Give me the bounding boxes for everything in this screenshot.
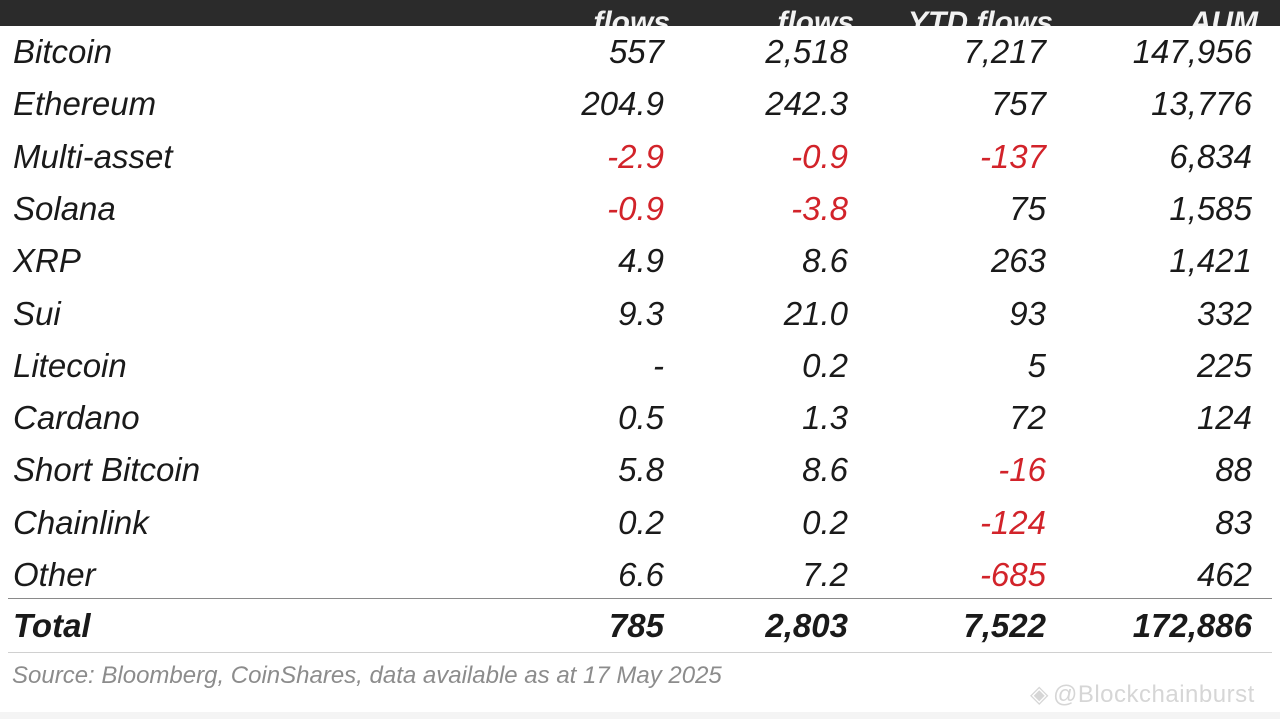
mtd-flows-cell: 0.2 — [802, 346, 848, 384]
ytd-flows-cell: 75 — [1009, 189, 1046, 227]
mtd-flows-cell: -0.9 — [791, 137, 848, 175]
asset-name: Cardano — [13, 399, 140, 437]
asset-name: Chainlink — [13, 503, 149, 541]
header-ytd-flows: YTD flows — [907, 6, 1053, 26]
weekly-flows-cell: 0.2 — [618, 503, 664, 541]
aum-cell: 332 — [1196, 294, 1252, 332]
mtd-flows-cell: 8.6 — [802, 242, 848, 280]
weekly-flows-cell: 557 — [608, 33, 664, 70]
weekly-flows-cell: 4.9 — [618, 242, 664, 280]
bottom-strip — [0, 712, 1280, 719]
ytd-flows-cell: -16 — [998, 451, 1046, 489]
table-header: flows flows YTD flows AUM — [0, 0, 1280, 26]
mtd-flows-cell: 2,518 — [765, 33, 848, 70]
mtd-flows-cell: -3.8 — [791, 189, 848, 227]
weekly-flows-cell: 0.5 — [618, 399, 664, 437]
aum-cell: 83 — [1215, 503, 1252, 541]
weekly-flows-cell: 5.8 — [618, 451, 664, 489]
table-row: Litecoin - 0.2 5 225 — [0, 340, 1280, 392]
table-row: Short Bitcoin 5.8 8.6 -16 88 — [0, 444, 1280, 496]
table-row-total: Total 785 2,803 7,522 172,886 — [0, 600, 1280, 652]
footer-divider — [8, 652, 1272, 653]
total-mtd-flows: 2,803 — [765, 607, 848, 644]
mtd-flows-cell: 1.3 — [802, 399, 848, 437]
ytd-flows-cell: 93 — [1009, 294, 1046, 332]
ytd-flows-cell: -685 — [979, 556, 1046, 593]
aum-cell: 88 — [1215, 451, 1252, 489]
total-aum: 172,886 — [1132, 607, 1252, 644]
asset-name: Litecoin — [13, 346, 127, 384]
weekly-flows-cell: -0.9 — [607, 189, 664, 227]
aum-cell: 1,421 — [1169, 242, 1252, 280]
header-mtd-flows: flows — [777, 6, 854, 26]
table-row: XRP 4.9 8.6 263 1,421 — [0, 235, 1280, 287]
asset-name: XRP — [13, 242, 81, 280]
ytd-flows-cell: -124 — [979, 503, 1046, 541]
ytd-flows-cell: 5 — [1027, 346, 1046, 384]
asset-name: Other — [13, 556, 96, 593]
weekly-flows-cell: 9.3 — [618, 294, 664, 332]
aum-cell: 225 — [1196, 346, 1252, 384]
mtd-flows-cell: 21.0 — [783, 294, 848, 332]
aum-cell: 13,776 — [1151, 85, 1252, 123]
table-row: Solana -0.9 -3.8 75 1,585 — [0, 183, 1280, 235]
weekly-flows-cell: 6.6 — [618, 556, 664, 593]
table-row: Multi-asset -2.9 -0.9 -137 6,834 — [0, 131, 1280, 183]
watermark-text: @Blockchainburst — [1052, 681, 1255, 708]
table-row: Cardano 0.5 1.3 72 124 — [0, 392, 1280, 444]
ytd-flows-cell: -137 — [979, 137, 1046, 175]
ytd-flows-cell: 7,217 — [963, 33, 1046, 70]
table-row: Ethereum 204.9 242.3 757 13,776 — [0, 78, 1280, 130]
asset-name: Multi-asset — [13, 137, 173, 175]
header-aum: AUM — [1189, 6, 1258, 26]
asset-name: Ethereum — [13, 85, 157, 123]
weekly-flows-cell: -2.9 — [607, 137, 664, 175]
table-row: Other 6.6 7.2 -685 462 — [0, 549, 1280, 601]
asset-name: Short Bitcoin — [13, 451, 201, 489]
aum-cell: 124 — [1196, 399, 1252, 437]
weekly-flows-cell: - — [653, 346, 664, 384]
mtd-flows-cell: 242.3 — [765, 85, 848, 123]
table-row: Sui 9.3 21.0 93 332 — [0, 288, 1280, 340]
total-ytd-flows: 7,522 — [963, 607, 1046, 644]
table-row: Bitcoin 557 2,518 7,217 147,956 — [0, 26, 1280, 78]
total-label: Total — [13, 607, 91, 644]
aum-cell: 6,834 — [1169, 137, 1252, 175]
aum-cell: 147,956 — [1132, 33, 1252, 70]
watermark: ◈ @Blockchainburst — [1030, 680, 1255, 709]
source-note: Source: Bloomberg, CoinShares, data avai… — [12, 662, 722, 689]
mtd-flows-cell: 7.2 — [802, 556, 848, 593]
watermark-icon: ◈ — [1030, 681, 1049, 708]
total-weekly-flows: 785 — [608, 607, 664, 644]
ytd-flows-cell: 72 — [1009, 399, 1046, 437]
asset-name: Sui — [13, 294, 61, 332]
table-row: Chainlink 0.2 0.2 -124 83 — [0, 497, 1280, 549]
asset-name: Bitcoin — [13, 33, 113, 70]
weekly-flows-cell: 204.9 — [581, 85, 664, 123]
asset-name: Solana — [13, 189, 116, 227]
ytd-flows-cell: 757 — [990, 85, 1046, 123]
ytd-flows-cell: 263 — [990, 242, 1046, 280]
mtd-flows-cell: 0.2 — [802, 503, 848, 541]
aum-cell: 1,585 — [1169, 189, 1252, 227]
header-weekly-flows: flows — [593, 6, 670, 26]
total-divider — [8, 598, 1272, 599]
mtd-flows-cell: 8.6 — [802, 451, 848, 489]
aum-cell: 462 — [1196, 556, 1252, 593]
